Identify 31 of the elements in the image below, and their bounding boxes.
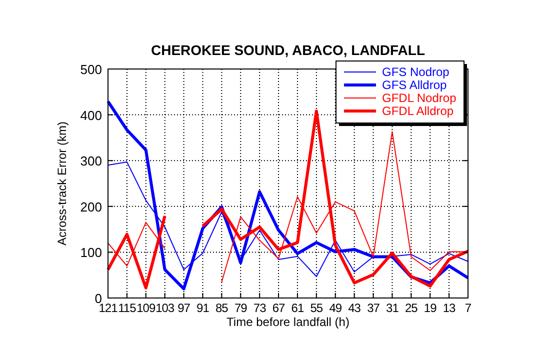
x-tick-label: 49 bbox=[329, 301, 342, 315]
y-tick-label: 100 bbox=[80, 245, 102, 260]
x-tick-label: 109 bbox=[136, 301, 156, 315]
legend-label: GFDL Alldrop bbox=[382, 104, 454, 118]
x-tick-label: 43 bbox=[348, 301, 362, 315]
x-tick-label: 37 bbox=[367, 301, 380, 315]
x-tick-label: 25 bbox=[404, 301, 418, 315]
x-axis-title: Time before landfall (h) bbox=[226, 315, 350, 329]
x-tick-label: 67 bbox=[272, 301, 286, 315]
x-tick-label: 13 bbox=[442, 301, 456, 315]
x-tick-label: 61 bbox=[291, 301, 304, 315]
legend-label: GFS Alldrop bbox=[382, 78, 448, 92]
legend-label: GFS Nodrop bbox=[382, 65, 450, 79]
x-tick-label: 31 bbox=[386, 301, 400, 315]
x-tick-label: 19 bbox=[424, 301, 438, 315]
chart-title: CHEROKEE SOUND, ABACO, LANDFALL bbox=[150, 42, 426, 58]
x-tick-label: 73 bbox=[253, 301, 267, 315]
x-tick-label: 103 bbox=[156, 301, 175, 315]
y-axis-title: Across-track Error (km) bbox=[55, 122, 69, 246]
y-tick-label: 500 bbox=[80, 62, 102, 77]
y-tick-label: 400 bbox=[80, 108, 102, 123]
x-tick-label: 91 bbox=[196, 301, 210, 315]
x-tick-label: 115 bbox=[118, 301, 137, 315]
x-tick-label: 79 bbox=[234, 301, 248, 315]
x-tick-label: 97 bbox=[178, 301, 191, 315]
legend-label: GFDL Nodrop bbox=[382, 91, 457, 105]
x-tick-label: 85 bbox=[216, 301, 229, 315]
x-tick-label: 55 bbox=[310, 301, 324, 315]
y-tick-label: 200 bbox=[80, 199, 102, 214]
y-tick-label: 300 bbox=[80, 154, 102, 169]
x-tick-label: 7 bbox=[464, 301, 472, 315]
